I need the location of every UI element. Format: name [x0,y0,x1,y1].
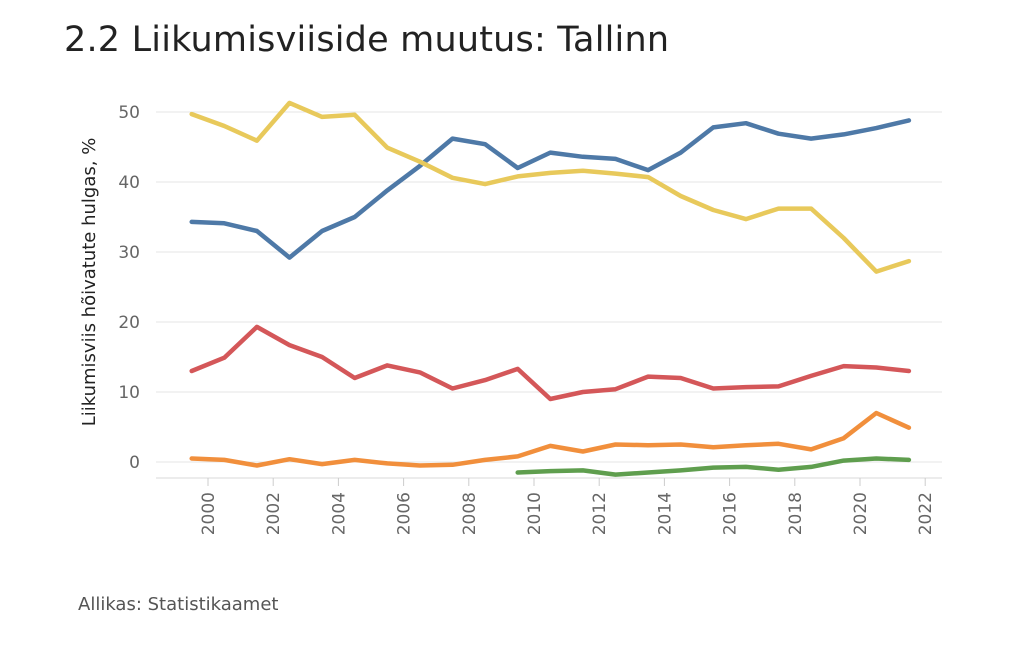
axes: 0 10 20 30 40 50 2000 2002 2004 2006 2008 2010 2012 2… [118,103,942,535]
y-tick-label: 40 [118,173,140,193]
series-lines [189,100,912,477]
grid-lines [156,111,942,463]
y-tick-label: 30 [118,243,140,263]
x-tick-label: 2022 [916,492,936,535]
x-tick-label: 2012 [590,492,610,535]
x-tick-label: 2010 [525,492,545,535]
x-tick-label: 2020 [851,492,871,535]
x-tick-label: 2006 [395,492,415,535]
x-tick-label: 2004 [329,492,349,535]
x-tick-label: 2008 [460,492,480,535]
source-note: Allikas: Statistikaamet [78,594,279,615]
x-tick-label: 2014 [655,492,675,535]
series-line-2 [189,100,912,274]
x-tick-label: 2016 [721,492,741,535]
series-line-1 [189,118,912,260]
series-line-4 [189,410,912,468]
x-tick-label: 2018 [786,492,806,535]
y-tick-label: 20 [118,313,140,333]
chart-title: 2.2 Liikumisviiside muutus: Tallinn [64,20,670,60]
x-tick-label: 2002 [264,492,284,535]
y-tick-label: 50 [118,103,140,123]
y-tick-label: 0 [129,453,140,473]
series-line-3 [189,324,912,402]
series-line-5 [515,456,912,477]
y-axis-label: Liikumisviis hõivatute hulgas, % [79,138,100,427]
y-tick-label: 10 [118,383,140,403]
x-tick-label: 2000 [199,492,219,535]
